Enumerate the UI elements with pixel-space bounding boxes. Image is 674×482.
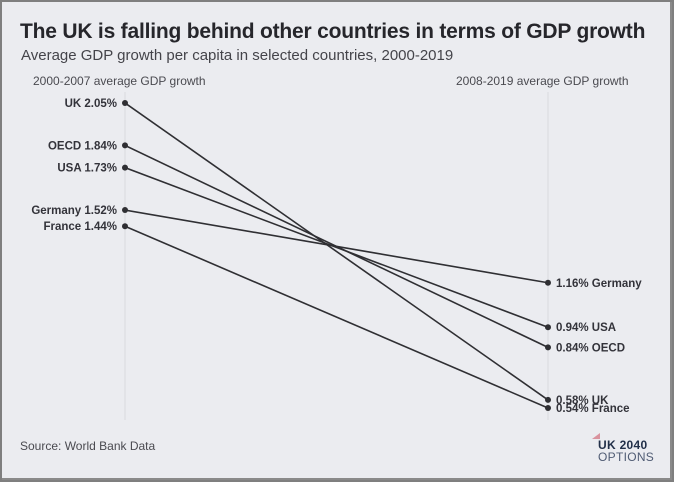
slope-line-uk — [124, 102, 549, 401]
start-label-france: France 1.44% — [43, 221, 117, 233]
end-label-usa: 0.94% USA — [556, 322, 616, 334]
slope-line-usa — [124, 166, 549, 328]
logo-line-1: UK 2040 — [598, 438, 648, 452]
end-label-france: 0.54% France — [556, 403, 630, 415]
left-axis-label: 2000-2007 average GDP growth — [33, 74, 206, 88]
start-label-usa: USA 1.73% — [57, 163, 117, 175]
slope-line-france — [124, 225, 549, 409]
start-label-germany: Germany 1.52% — [31, 205, 117, 217]
start-dot-usa — [122, 164, 128, 171]
logo-line-2: OPTIONS — [598, 450, 655, 464]
end-label-oecd: 0.84% OECD — [556, 342, 625, 354]
chart-subtitle: Average GDP growth per capita in selecte… — [21, 47, 454, 64]
start-dot-germany — [122, 207, 128, 214]
end-label-germany: 1.16% Germany — [556, 278, 642, 290]
start-dot-uk — [122, 100, 128, 106]
slope-line-germany — [124, 209, 549, 284]
start-label-oecd: OECD 1.84% — [48, 140, 117, 152]
start-label-uk: UK 2.05% — [65, 98, 117, 110]
end-dot-germany — [545, 279, 551, 286]
uk2040-logo: UK 2040 OPTIONS — [592, 433, 655, 464]
start-dot-oecd — [122, 142, 128, 149]
logo-mark-icon — [592, 433, 600, 439]
end-dot-uk — [545, 396, 551, 403]
end-label-uk: 0.58% UK — [556, 395, 609, 407]
right-axis-label: 2008-2019 average GDP growth — [456, 74, 629, 88]
end-dot-usa — [545, 324, 551, 331]
source-note: Source: World Bank Data — [20, 439, 156, 453]
end-dot-oecd — [545, 344, 551, 351]
start-dot-france — [122, 223, 128, 230]
chart-title: The UK is falling behind other countries… — [20, 20, 646, 43]
end-dot-france — [545, 405, 551, 411]
